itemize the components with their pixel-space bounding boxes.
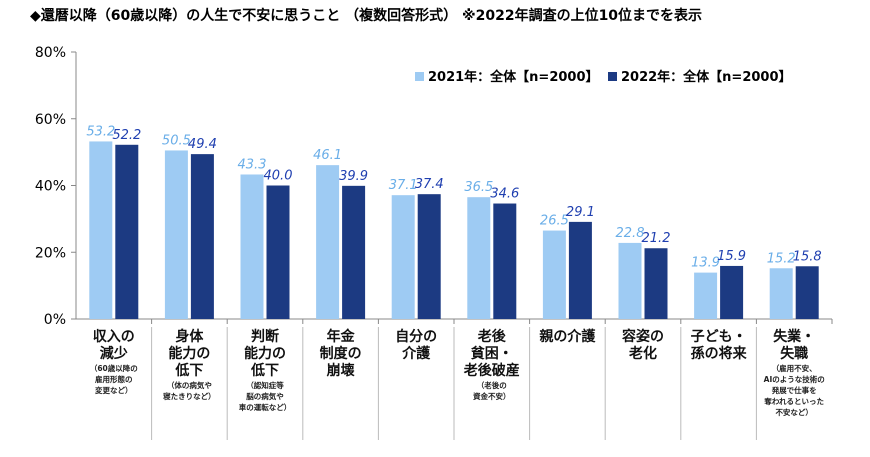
bar-2021 xyxy=(240,174,264,319)
y-tick-label: 40% xyxy=(35,179,66,195)
category-label: 低下 xyxy=(250,362,279,379)
data-label: 37.4 xyxy=(415,177,444,192)
category-label: 能力の xyxy=(244,345,286,362)
data-label: 49.4 xyxy=(188,137,217,152)
bar-2022 xyxy=(720,265,744,319)
data-label: 15.8 xyxy=(793,249,822,264)
data-label: 15.2 xyxy=(767,251,796,266)
data-label: 40.0 xyxy=(264,169,293,184)
bar-2021 xyxy=(164,150,188,319)
legend-label: 2022年：全体【n=2000】 xyxy=(621,69,792,85)
bar-2022 xyxy=(795,266,819,319)
category-label: 身体 xyxy=(175,328,204,345)
bar-2021 xyxy=(391,195,415,319)
bar-2022 xyxy=(342,185,366,319)
category-label: 年金 xyxy=(327,328,356,345)
category-label: 崩壊 xyxy=(327,362,356,379)
category-sublabel: 変更など） xyxy=(95,385,133,395)
data-label: 46.1 xyxy=(313,148,342,163)
category-label: 能力の xyxy=(168,345,210,362)
bar-2022 xyxy=(115,144,139,319)
y-tick-label: 80% xyxy=(35,45,66,61)
data-label: 21.2 xyxy=(642,231,671,246)
category-sublabel: 不安など） xyxy=(775,407,813,417)
legend-label: 2021年：全体【n=2000】 xyxy=(428,69,599,85)
bar-2022 xyxy=(190,154,214,319)
category-label: 失職 xyxy=(780,345,808,362)
data-label: 50.5 xyxy=(162,133,191,148)
category-sublabel: （雇用不安、 xyxy=(772,363,817,373)
legend-swatch xyxy=(415,72,424,81)
bar-2022 xyxy=(644,248,668,319)
legend-swatch xyxy=(608,72,617,81)
category-sublabel: （老後の xyxy=(477,380,507,390)
category-label: 自分の xyxy=(395,328,437,345)
category-sublabel: AIのような技術の xyxy=(764,374,825,384)
bar-2021 xyxy=(89,141,113,319)
bar-2021 xyxy=(316,165,340,319)
data-label: 26.5 xyxy=(540,214,569,229)
category-label: 減少 xyxy=(100,345,128,362)
data-label: 22.8 xyxy=(616,226,645,241)
category-sublabel: 雇用形態の xyxy=(95,374,133,384)
y-tick-label: 20% xyxy=(35,245,66,261)
category-sublabel: 寝たきりなど） xyxy=(163,391,216,401)
data-label: 34.6 xyxy=(490,187,519,202)
data-label: 39.9 xyxy=(339,169,368,184)
category-sublabel: （体の病気や xyxy=(167,380,212,390)
category-label: 子ども・ xyxy=(691,329,747,345)
data-label: 36.5 xyxy=(464,180,493,195)
y-tick-label: 60% xyxy=(35,112,66,128)
bar-2021 xyxy=(769,268,793,319)
bar-2021 xyxy=(694,272,718,319)
category-sublabel: （認知症等 xyxy=(246,380,284,390)
bar-2022 xyxy=(417,194,441,319)
bar-2021 xyxy=(542,230,566,319)
category-label: 貧困・ xyxy=(471,345,513,362)
category-sublabel: （60歳以降の xyxy=(90,363,138,373)
category-label: 容姿の xyxy=(621,328,664,345)
category-sublabel: 車の運転など） xyxy=(239,402,292,412)
category-label: 失業・ xyxy=(773,328,815,345)
data-label: 13.9 xyxy=(691,256,720,271)
category-label: 介護 xyxy=(401,345,431,362)
category-label: 収入の xyxy=(93,328,135,345)
data-label: 53.2 xyxy=(86,124,115,139)
category-label: 判断 xyxy=(251,328,279,345)
category-sublabel: 脳の病気や xyxy=(245,391,284,401)
category-label: 孫の将来 xyxy=(691,345,748,362)
legend: 2021年：全体【n=2000】 2022年：全体【n=2000】 xyxy=(415,69,792,85)
category-sublabel: 奪われるといった xyxy=(763,396,824,406)
category-sublabel: 資金不安） xyxy=(473,391,511,401)
bar-2022 xyxy=(266,185,290,319)
bar-2021 xyxy=(618,242,642,319)
chart-title: ◆還暦以降（60歳以降）の人生で不安に思うこと （複数回答形式） ※2022年調… xyxy=(30,7,702,24)
data-label: 29.1 xyxy=(566,205,595,220)
category-sublabel: 発展で仕事を xyxy=(771,385,817,395)
category-label: 老化 xyxy=(629,345,657,362)
data-label: 15.9 xyxy=(717,249,746,264)
category-label: 制度の xyxy=(320,345,362,362)
y-tick-label: 0% xyxy=(44,312,66,328)
data-label: 43.3 xyxy=(238,157,267,172)
bar-2022 xyxy=(493,203,517,319)
category-label: 老後破産 xyxy=(464,362,520,379)
data-label: 37.1 xyxy=(389,178,418,193)
category-label: 親の介護 xyxy=(539,328,596,345)
bar-2021 xyxy=(467,197,491,319)
category-label: 低下 xyxy=(174,362,203,379)
category-label: 老後 xyxy=(478,328,507,345)
bar-2022 xyxy=(568,221,592,319)
data-label: 52.2 xyxy=(112,128,141,143)
